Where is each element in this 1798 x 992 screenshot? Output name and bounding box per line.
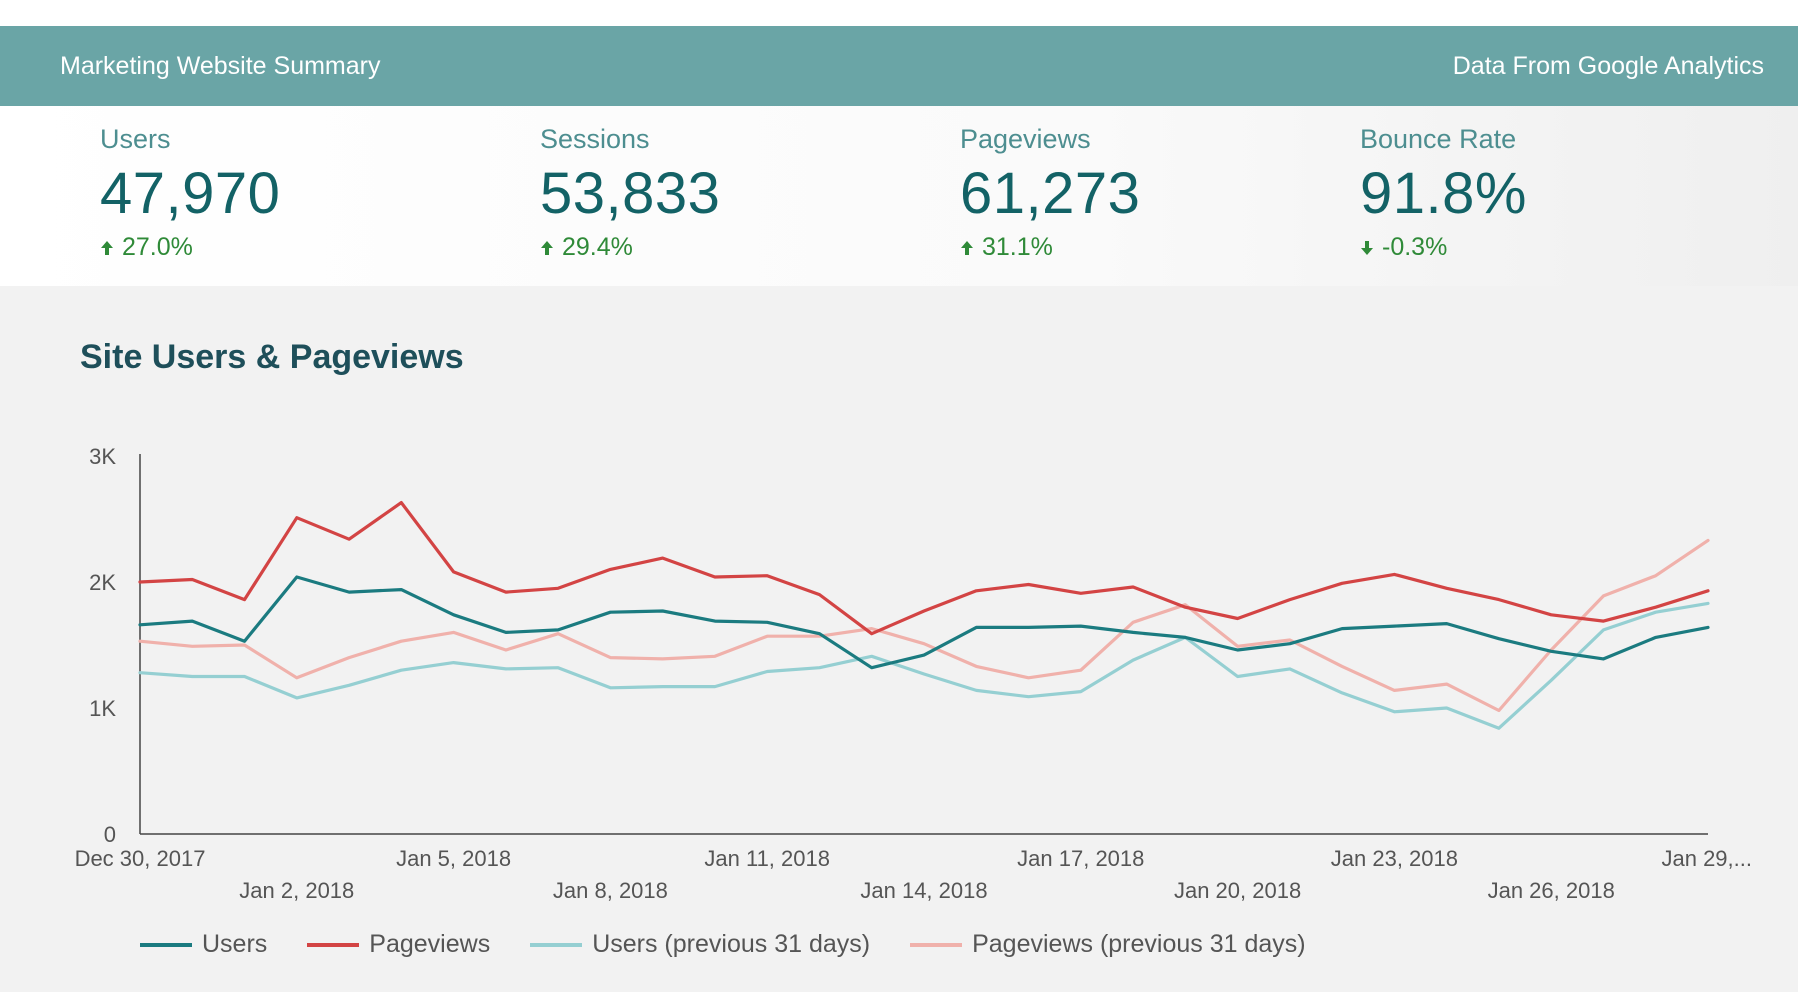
legend-item-users[interactable]: Users	[140, 930, 267, 959]
x-tick-label: Jan 29,...	[1661, 846, 1752, 871]
report-title: Marketing Website Summary	[60, 52, 381, 80]
kpi-delta-value: 29.4%	[562, 233, 633, 261]
kpi-value: 47,970	[100, 161, 281, 226]
kpi-scorecards: Users 47,970 27.0% Sessions 53,833 29.4%…	[0, 106, 1798, 286]
arrow-up-icon	[541, 240, 553, 255]
x-tick-label: Jan 11, 2018	[704, 846, 830, 871]
y-tick-label: 3K	[89, 444, 116, 469]
report-header: Marketing Website Summary Data From Goog…	[0, 26, 1798, 106]
y-tick-label: 0	[104, 822, 116, 847]
legend-item-pageviews[interactable]: Pageviews	[307, 930, 490, 959]
arrow-down-icon	[1361, 240, 1373, 255]
kpi-value: 91.8%	[1360, 161, 1527, 226]
kpi-delta: -0.3%	[1360, 235, 1527, 260]
kpi-delta: 27.0%	[100, 235, 280, 260]
legend-item-pageviews-prev[interactable]: Pageviews (previous 31 days)	[910, 930, 1306, 959]
kpi-delta-value: -0.3%	[1382, 233, 1448, 261]
y-tick-label: 2K	[89, 570, 116, 595]
arrow-up-icon	[961, 240, 973, 255]
data-source-label: Data From Google Analytics	[1452, 52, 1764, 80]
kpi-label: Users	[100, 124, 171, 154]
chart-panel: Site Users & Pageviews 0 1K 2K 3K Dec 30, 20…	[0, 286, 1798, 992]
legend-swatch	[307, 942, 360, 947]
x-tick-label: Jan 5, 2018	[396, 846, 511, 871]
legend-item-users-prev[interactable]: Users (previous 31 days)	[530, 930, 870, 959]
x-tick-label: Jan 20, 2018	[1174, 878, 1301, 903]
kpi-sessions[interactable]: Sessions 53,833 29.4%	[540, 126, 720, 260]
series-line-pageviews-previous-31-days	[138, 538, 1710, 713]
legend-label: Pageviews (previous 31 days)	[972, 930, 1306, 958]
chart-legend: Users Pageviews Users (previous 31 days)…	[140, 930, 1346, 959]
x-tick-label: Jan 23, 2018	[1331, 846, 1458, 871]
legend-label: Users	[202, 930, 268, 958]
series-line-pageviews	[138, 501, 1710, 636]
kpi-pageviews[interactable]: Pageviews 61,273 31.1%	[960, 126, 1140, 260]
legend-swatch	[140, 942, 192, 947]
kpi-label: Bounce Rate	[1360, 124, 1517, 154]
kpi-value: 61,273	[960, 161, 1141, 226]
series-line-users	[138, 575, 1710, 670]
chart-title: Site Users & Pageviews	[80, 338, 464, 376]
x-tick-label: Jan 14, 2018	[860, 878, 987, 903]
kpi-delta-value: 27.0%	[122, 233, 193, 261]
legend-label: Users (previous 31 days)	[592, 930, 871, 958]
legend-swatch	[530, 942, 583, 947]
series-line-users-previous-31-days	[138, 601, 1710, 730]
line-chart[interactable]: 0 1K 2K 3K Dec 30, 2017 Jan 2, 2018 Jan 5, 201…	[0, 286, 1798, 926]
kpi-delta: 29.4%	[540, 235, 720, 260]
legend-label: Pageviews	[369, 930, 491, 958]
x-tick-label: Dec 30, 2017	[75, 846, 206, 871]
x-tick-label: Jan 2, 2018	[239, 878, 354, 903]
kpi-label: Sessions	[540, 124, 650, 154]
y-tick-label: 1K	[89, 696, 116, 721]
x-tick-label: Jan 8, 2018	[553, 878, 668, 903]
x-tick-label: Jan 26, 2018	[1488, 878, 1615, 903]
kpi-value: 53,833	[540, 161, 721, 226]
x-tick-label: Jan 17, 2018	[1017, 846, 1144, 871]
arrow-up-icon	[101, 240, 113, 255]
kpi-label: Pageviews	[960, 124, 1091, 154]
legend-swatch	[910, 942, 963, 947]
kpi-delta: 31.1%	[960, 235, 1140, 260]
kpi-users[interactable]: Users 47,970 27.0%	[100, 126, 280, 260]
kpi-delta-value: 31.1%	[982, 233, 1053, 261]
kpi-bounce-rate[interactable]: Bounce Rate 91.8% -0.3%	[1360, 126, 1527, 260]
